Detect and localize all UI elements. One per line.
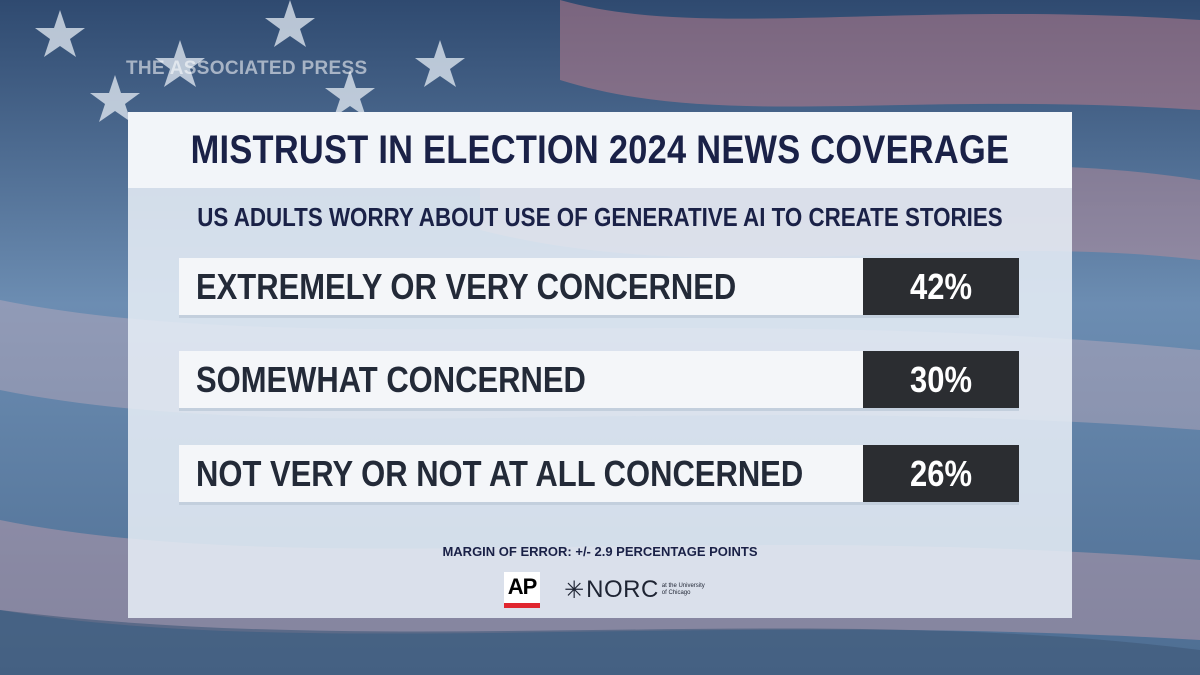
- norc-logo-subtext: at the University of Chicago: [661, 583, 705, 596]
- ap-logo: AP: [504, 572, 540, 608]
- chart-subtitle: US ADULTS WORRY ABOUT USE OF GENERATIVE …: [197, 202, 1003, 232]
- ap-logo-bar: [504, 603, 540, 608]
- ap-logo-text: AP: [507, 574, 538, 599]
- row-label-box: SOMEWHAT CONCERNED: [179, 351, 863, 411]
- chart-title: MISTRUST IN ELECTION 2024 NEWS COVERAGE: [190, 127, 1010, 172]
- norc-star-icon: ✳: [564, 576, 585, 604]
- row-label-box: EXTREMELY OR VERY CONCERNED: [179, 258, 863, 318]
- row-value: 30%: [910, 358, 972, 400]
- result-row: SOMEWHAT CONCERNED 30%: [179, 351, 1019, 411]
- chart-card: MISTRUST IN ELECTION 2024 NEWS COVERAGE …: [128, 112, 1072, 618]
- row-value: 42%: [910, 265, 972, 307]
- title-band: MISTRUST IN ELECTION 2024 NEWS COVERAGE: [128, 112, 1072, 188]
- norc-logo-text: NORC: [586, 576, 659, 603]
- ap-watermark: THE ASSOCIATED PRESS: [126, 58, 368, 79]
- result-row: EXTREMELY OR VERY CONCERNED 42%: [179, 258, 1019, 318]
- row-label: SOMEWHAT CONCERNED: [196, 358, 586, 400]
- row-label-box: NOT VERY OR NOT AT ALL CONCERNED: [179, 445, 863, 505]
- row-value-box: 42%: [863, 258, 1019, 318]
- row-value-box: 26%: [863, 445, 1019, 505]
- norc-logo: ✳ NORC at the University of Chicago: [564, 576, 706, 605]
- row-value-box: 30%: [863, 351, 1019, 411]
- result-row: NOT VERY OR NOT AT ALL CONCERNED 26%: [179, 445, 1019, 505]
- logos: AP ✳ NORC at the University of Chicago: [504, 570, 706, 610]
- margin-of-error-note: MARGIN OF ERROR: +/- 2.9 PERCENTAGE POIN…: [442, 544, 758, 559]
- star-icons: [35, 0, 465, 122]
- row-value: 26%: [910, 452, 972, 494]
- row-label: NOT VERY OR NOT AT ALL CONCERNED: [196, 452, 804, 494]
- row-label: EXTREMELY OR VERY CONCERNED: [196, 265, 737, 307]
